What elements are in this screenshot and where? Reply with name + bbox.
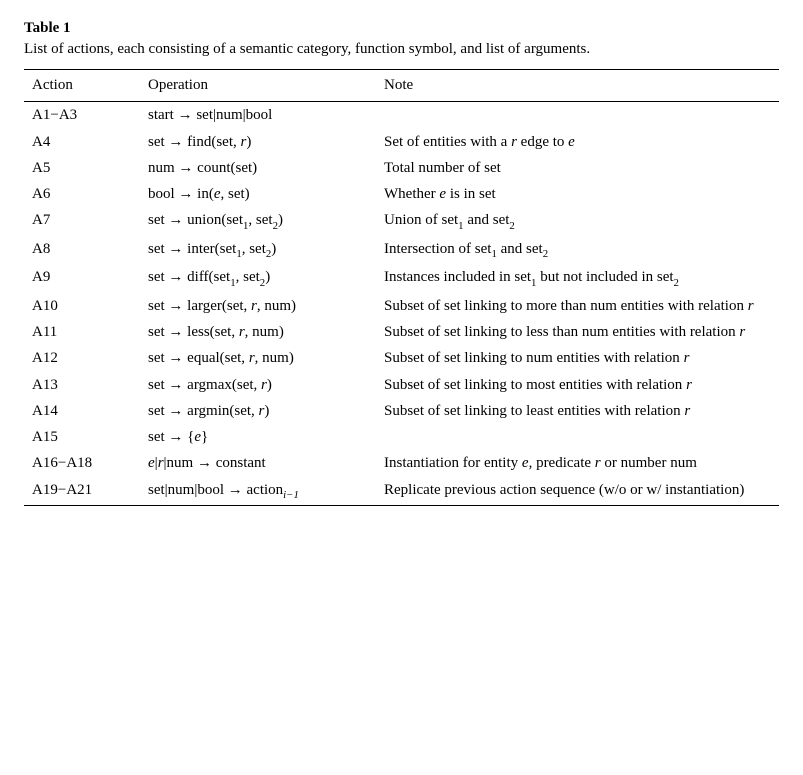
cell-action: A10 [24, 293, 140, 319]
table-row: A6bool → in(e, set)Whether e is in set [24, 181, 779, 207]
cell-operation: bool → in(e, set) [140, 181, 376, 207]
cell-note: Subset of set linking to least entities … [376, 398, 779, 424]
cell-action: A13 [24, 372, 140, 398]
cell-action: A15 [24, 424, 140, 450]
table-row: A7set → union(set1, set2)Union of set1 a… [24, 207, 779, 236]
cell-operation: set → diff(set1, set2) [140, 264, 376, 293]
table-row: A9set → diff(set1, set2)Instances includ… [24, 264, 779, 293]
cell-operation: num → count(set) [140, 155, 376, 181]
cell-action: A16−A18 [24, 450, 140, 476]
cell-operation: set → less(set, r, num) [140, 319, 376, 345]
cell-note: Total number of set [376, 155, 779, 181]
table-row: A16−A18e|r|num → constantInstantiation f… [24, 450, 779, 476]
cell-action: A8 [24, 236, 140, 265]
actions-table: Action Operation Note A1−A3start → set|n… [24, 69, 779, 506]
table-row: A8set → inter(set1, set2)Intersection of… [24, 236, 779, 265]
cell-operation: set|num|bool → actioni−1 [140, 477, 376, 506]
cell-note: Subset of set linking to num entities wi… [376, 345, 779, 371]
col-header-action: Action [24, 70, 140, 102]
table-caption: List of actions, each consisting of a se… [24, 39, 779, 59]
table-body: A1−A3start → set|num|boolA4set → find(se… [24, 102, 779, 506]
table-row: A4set → find(set, r)Set of entities with… [24, 129, 779, 155]
cell-operation: set → equal(set, r, num) [140, 345, 376, 371]
cell-note: Set of entities with a r edge to e [376, 129, 779, 155]
cell-operation: set → larger(set, r, num) [140, 293, 376, 319]
cell-operation: set → {e} [140, 424, 376, 450]
cell-note: Replicate previous action sequence (w/o … [376, 477, 779, 506]
cell-action: A4 [24, 129, 140, 155]
cell-note: Instances included in set1 but not inclu… [376, 264, 779, 293]
cell-operation: set → inter(set1, set2) [140, 236, 376, 265]
table-row: A12set → equal(set, r, num)Subset of set… [24, 345, 779, 371]
table-row: A15set → {e} [24, 424, 779, 450]
cell-action: A1−A3 [24, 102, 140, 129]
table-row: A14set → argmin(set, r)Subset of set lin… [24, 398, 779, 424]
cell-action: A6 [24, 181, 140, 207]
table-label: Table 1 [24, 20, 779, 37]
col-header-operation: Operation [140, 70, 376, 102]
cell-action: A14 [24, 398, 140, 424]
cell-action: A5 [24, 155, 140, 181]
cell-note: Instantiation for entity e, predicate r … [376, 450, 779, 476]
cell-note: Union of set1 and set2 [376, 207, 779, 236]
table-row: A19−A21set|num|bool → actioni−1Replicate… [24, 477, 779, 506]
cell-note: Subset of set linking to less than num e… [376, 319, 779, 345]
cell-note: Subset of set linking to most entities w… [376, 372, 779, 398]
col-header-note: Note [376, 70, 779, 102]
table-header-row: Action Operation Note [24, 70, 779, 102]
cell-operation: set → union(set1, set2) [140, 207, 376, 236]
table-row: A1−A3start → set|num|bool [24, 102, 779, 129]
cell-note [376, 102, 779, 129]
cell-operation: start → set|num|bool [140, 102, 376, 129]
cell-note: Subset of set linking to more than num e… [376, 293, 779, 319]
cell-action: A12 [24, 345, 140, 371]
table-row: A10set → larger(set, r, num)Subset of se… [24, 293, 779, 319]
table-row: A11set → less(set, r, num)Subset of set … [24, 319, 779, 345]
cell-operation: set → argmin(set, r) [140, 398, 376, 424]
cell-action: A11 [24, 319, 140, 345]
cell-action: A9 [24, 264, 140, 293]
cell-operation: set → argmax(set, r) [140, 372, 376, 398]
table-row: A13set → argmax(set, r)Subset of set lin… [24, 372, 779, 398]
cell-action: A19−A21 [24, 477, 140, 506]
cell-note: Whether e is in set [376, 181, 779, 207]
cell-note: Intersection of set1 and set2 [376, 236, 779, 265]
cell-note [376, 424, 779, 450]
table-row: A5num → count(set)Total number of set [24, 155, 779, 181]
cell-operation: e|r|num → constant [140, 450, 376, 476]
cell-action: A7 [24, 207, 140, 236]
cell-operation: set → find(set, r) [140, 129, 376, 155]
